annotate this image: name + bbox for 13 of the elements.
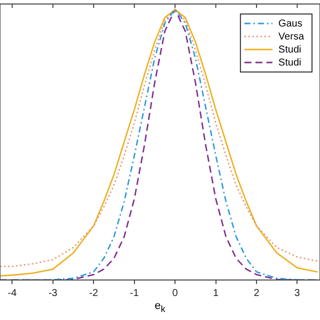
x-axis-title: e$_{k}$: [154, 300, 166, 314]
legend-label: Studi: [278, 44, 302, 56]
x-tick-label: 0: [172, 288, 178, 299]
x-tick-label: -3: [48, 288, 58, 299]
x-tick-label: -1: [130, 288, 140, 299]
x-tick-label: -4: [8, 288, 18, 299]
x-tick-label: 1: [212, 288, 219, 299]
legend-label: Gaus: [278, 18, 302, 30]
x-tick-label: -2: [89, 288, 99, 299]
x-tick-label: 3: [294, 288, 300, 299]
x-tick-label: 2: [254, 288, 260, 299]
legend-label: Versa: [278, 31, 304, 42]
legend-label: Studi: [278, 57, 302, 68]
